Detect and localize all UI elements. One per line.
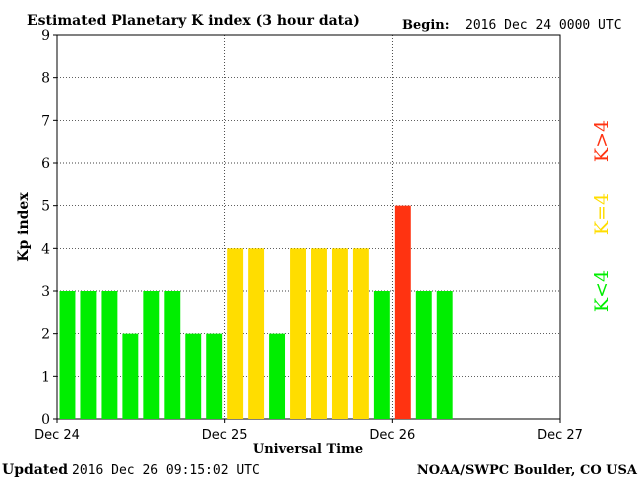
y-tick-label: 0 (41, 412, 50, 428)
x-tick-label: Dec 26 (369, 428, 415, 443)
kp-bar (311, 248, 327, 419)
y-tick-label: 4 (41, 241, 50, 257)
plot-frame (56, 34, 561, 420)
bars (59, 205, 453, 419)
source-credit: NOAA/SWPC Boulder, CO USA (417, 463, 638, 478)
kp-bar (101, 291, 118, 419)
begin-value: 2016 Dec 24 0000 UTC (465, 18, 622, 33)
kp-bar (143, 291, 160, 419)
y-tick-label: 8 (41, 71, 50, 87)
kp-bar (248, 248, 265, 419)
x-tick-label: Dec 24 (34, 428, 80, 443)
y-tick-label: 3 (41, 284, 50, 300)
kp-bar (164, 291, 181, 419)
updated-label: Updated (2, 462, 68, 478)
kp-bar (436, 291, 453, 419)
chart-title: Estimated Planetary K index (3 hour data… (27, 13, 360, 29)
y-axis-ticks: 0 1 2 3 4 5 6 7 8 9 (41, 28, 57, 428)
kp-bar (80, 291, 97, 419)
kp-bar (227, 248, 244, 419)
kp-bar (331, 248, 348, 419)
kp-bar (394, 205, 411, 419)
kp-bar (269, 333, 286, 419)
x-tick-label: Dec 27 (537, 428, 583, 443)
kp-bar (373, 291, 390, 419)
kp-bar (415, 291, 432, 419)
legend-equal: K=4 (591, 193, 613, 235)
x-axis-ticks: Dec 24 Dec 25 Dec 26 Dec 27 (34, 419, 583, 443)
y-tick-label: 6 (41, 156, 50, 172)
legend-high: K>4 (591, 120, 613, 162)
x-axis-label: Universal Time (253, 442, 363, 457)
kp-bar (185, 333, 202, 419)
y-tick-label: 7 (41, 113, 50, 129)
y-tick-label: 2 (41, 327, 50, 343)
y-axis-label: Kp index (16, 192, 32, 262)
x-tick-label: Dec 25 (202, 428, 248, 443)
kp-bar (206, 333, 223, 419)
legend-low: K<4 (591, 270, 613, 312)
y-tick-label: 9 (41, 28, 50, 44)
updated-value: 2016 Dec 26 09:15:02 UTC (72, 463, 260, 478)
kp-bar (290, 248, 306, 419)
grid-lines (57, 35, 560, 419)
begin-label: Begin: (402, 18, 450, 33)
y-tick-label: 5 (41, 199, 50, 215)
kp-bar (59, 291, 76, 419)
kp-bar (122, 333, 139, 419)
y-tick-label: 1 (41, 369, 50, 385)
kp-bar (352, 248, 369, 419)
